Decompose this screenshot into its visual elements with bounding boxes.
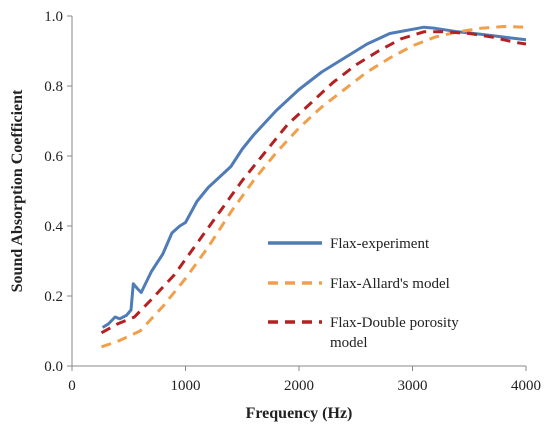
legend-label-experiment: Flax-experiment xyxy=(330,236,430,252)
x-tick-label: 4000 xyxy=(511,378,541,394)
y-axis-title: Sound Absorption Coefficient xyxy=(9,89,26,292)
y-tick-label: 1.0 xyxy=(44,9,63,25)
series-line-double-porosity xyxy=(100,30,527,335)
series-line-allard xyxy=(101,25,527,349)
series-group xyxy=(100,25,527,349)
x-axis-title: Frequency (Hz) xyxy=(246,405,353,422)
x-tick-label: 2000 xyxy=(284,378,314,394)
legend: Flax-experiment Flax-Allard's model Flax… xyxy=(268,236,459,351)
x-tick-label: 0 xyxy=(68,378,76,394)
axes xyxy=(71,16,526,367)
legend-label-double-porosity-line2: model xyxy=(330,335,368,351)
x-tick-label: 1000 xyxy=(171,378,201,394)
x-tick-label: 3000 xyxy=(398,378,428,394)
series-line-experiment xyxy=(101,25,527,329)
tick-group: 0 1000 2000 3000 4000 0.0 0.2 0.4 0.6 0.8 1.0 xyxy=(44,9,541,394)
legend-label-double-porosity-line1: Flax-Double porosity xyxy=(330,315,459,331)
legend-label-allard: Flax-Allard's model xyxy=(330,276,450,292)
y-tick-label: 0.4 xyxy=(44,219,63,235)
legend-label-double-porosity: Flax-Double porosity model xyxy=(330,315,459,351)
y-tick-label: 0.6 xyxy=(44,149,63,165)
y-tick-label: 0.0 xyxy=(44,359,63,375)
y-tick-label: 0.8 xyxy=(44,79,63,95)
y-tick-label: 0.2 xyxy=(44,289,63,305)
